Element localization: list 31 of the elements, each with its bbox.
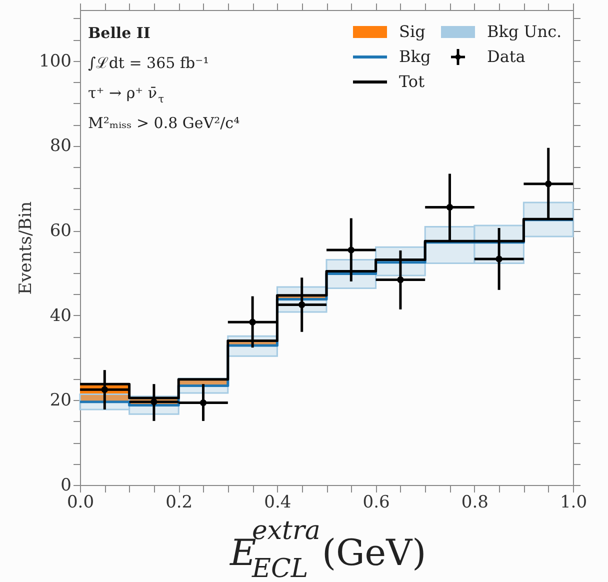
legend-label: Data [487,47,526,66]
point [446,204,454,211]
x-tick-label: 0.2 [166,492,193,512]
point [150,398,158,406]
x-tick-label: 0.8 [461,492,488,512]
legend-label: Bkg Unc. [487,22,562,41]
x-tick-label: 0.6 [362,492,390,512]
y-tick-label: 60 [50,221,72,242]
y-tick-label: 0 [60,476,72,496]
annotation: ∫ℒdt = 365 fb⁻¹ [88,54,210,72]
annotation: M²ₘᵢₛₛ > 0.8 GeV²/c⁴ [88,114,240,132]
x-tick-label: 0.0 [66,492,94,512]
y-tick-label: 80 [50,136,72,156]
point [101,386,108,393]
legend-label: Bkg [399,47,431,66]
y-tick-label: 100 [39,51,72,72]
point [348,246,355,254]
x-tick-label: 0.4 [264,492,292,512]
y-axis-title: Events/Bin [16,201,36,295]
legend-label: Tot [399,72,426,91]
point [298,301,306,308]
point [496,256,502,262]
y-tick-label: 20 [50,390,72,411]
y-tick-label: 40 [50,306,72,326]
point [397,276,404,284]
point [249,318,256,326]
legend-label: Sig [399,22,426,41]
annotation: Belle II [88,24,150,42]
x-tick-label: 1.0 [560,492,588,512]
point [544,180,552,188]
point [200,399,207,406]
